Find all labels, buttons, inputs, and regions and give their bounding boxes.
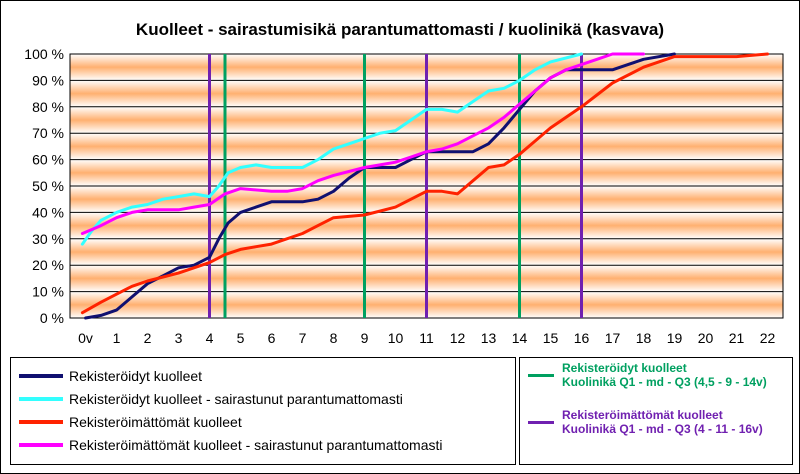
- series-line: [80, 52, 583, 246]
- y-tick-label: 90 %: [32, 72, 64, 88]
- legend-item: Rekisteröimättömät kuolleet Kuolinikä Q1…: [562, 408, 763, 436]
- x-tick-label: 0v: [78, 330, 93, 346]
- legend-label: Kuolinikä Q1 - md - Q3 (4 - 11 - 16v): [562, 422, 763, 436]
- legend-swatch: [528, 374, 554, 377]
- legend-label: Rekisteröidyt kuolleet - sairastunut par…: [69, 391, 403, 407]
- legend-item: Rekisteröidyt kuolleet Kuolinikä Q1 - md…: [562, 361, 767, 389]
- legend-label: Rekisteröimättömät kuolleet: [69, 414, 242, 430]
- x-tick-label: 13: [481, 330, 497, 346]
- legend-label: Rekisteröimättömät kuolleet - sairastunu…: [69, 437, 443, 453]
- legend-swatch: [19, 397, 63, 401]
- legend-item: Rekisteröimättömät kuolleet - sairastunu…: [19, 435, 443, 455]
- x-tick-label: 2: [144, 330, 152, 346]
- legend-label: Rekisteröidyt kuolleet: [562, 361, 687, 375]
- x-tick-label: 10: [388, 330, 404, 346]
- legend-swatch: [19, 374, 63, 378]
- y-tick-label: 30 %: [32, 231, 64, 247]
- legend-label: Rekisteröidyt kuolleet: [69, 368, 203, 384]
- x-tick-label: 16: [574, 330, 590, 346]
- legend-label: Kuolinikä Q1 - md - Q3 (4,5 - 9 - 14v): [562, 375, 767, 389]
- x-tick-label: 19: [667, 330, 683, 346]
- x-tick-label: 3: [175, 330, 183, 346]
- series-line: [80, 52, 645, 235]
- y-tick-label: 80 %: [32, 99, 64, 115]
- x-tick-label: 22: [760, 330, 776, 346]
- y-tick-label: 60 %: [32, 152, 64, 168]
- x-tick-label: 9: [361, 330, 369, 346]
- x-tick-label: 6: [268, 330, 276, 346]
- legend-item: Rekisteröimättömät kuolleet: [19, 412, 242, 432]
- x-tick-label: 4: [206, 330, 214, 346]
- y-tick-label: 10 %: [32, 284, 64, 300]
- quartile-legend: Rekisteröidyt kuolleet Kuolinikä Q1 - md…: [519, 357, 793, 465]
- x-tick-label: 1: [113, 330, 121, 346]
- x-tick-label: 12: [450, 330, 466, 346]
- x-tick-label: 18: [636, 330, 652, 346]
- x-tick-label: 21: [729, 330, 745, 346]
- y-tick-label: 70 %: [32, 125, 64, 141]
- y-tick-label: 20 %: [32, 257, 64, 273]
- x-tick-label: 5: [237, 330, 245, 346]
- legend-item: Rekisteröidyt kuolleet - sairastunut par…: [19, 389, 403, 409]
- series-line: [80, 52, 769, 315]
- x-tick-label: 15: [543, 330, 559, 346]
- y-tick-label: 0 %: [40, 310, 64, 326]
- chart-title: Kuolleet - sairastumisikä parantumattoma…: [135, 20, 665, 39]
- legend-swatch: [528, 421, 554, 424]
- x-tick-label: 17: [605, 330, 621, 346]
- x-tick-label: 20: [698, 330, 714, 346]
- series-legend: Rekisteröidyt kuolleet Rekisteröidyt kuo…: [10, 357, 516, 465]
- x-tick-label: 14: [512, 330, 528, 346]
- legend-item: Rekisteröidyt kuolleet: [19, 366, 202, 386]
- legend-swatch: [19, 443, 63, 447]
- y-tick-label: 40 %: [32, 204, 64, 220]
- x-tick-label: 7: [299, 330, 307, 346]
- legend-label: Rekisteröimättömät kuolleet: [562, 408, 723, 422]
- legend-swatch: [19, 420, 63, 424]
- x-tick-label: 11: [419, 330, 434, 346]
- y-tick-label: 50 %: [32, 178, 64, 194]
- y-tick-label: 100 %: [24, 46, 64, 62]
- x-tick-label: 8: [330, 330, 338, 346]
